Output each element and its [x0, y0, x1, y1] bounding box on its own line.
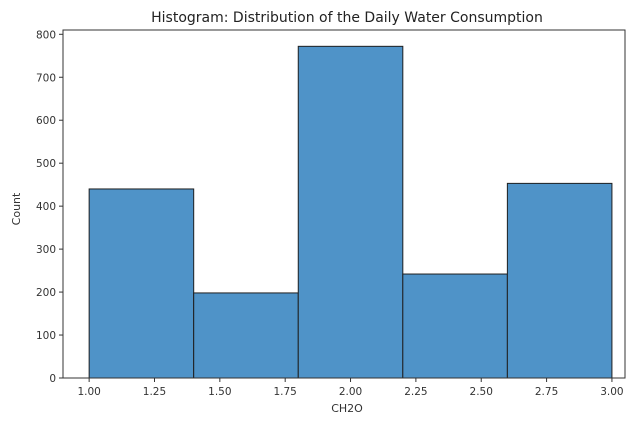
x-tick-label: 1.50	[208, 386, 231, 398]
x-tick-label: 2.75	[535, 386, 558, 398]
histogram-bar-5	[506, 182, 613, 379]
y-tick-label: 400	[36, 201, 56, 213]
y-tick-label: 600	[36, 115, 56, 127]
histogram-bar-3	[297, 45, 404, 379]
histogram-bar-2	[193, 292, 299, 379]
x-tick-label: 1.00	[77, 386, 100, 398]
x-tick-label: 2.25	[404, 386, 427, 398]
x-axis: 1.00 1.25 1.50 1.75 2.00 2.25 2.50 2.75 3.00	[77, 378, 624, 398]
y-tick-label: 0	[49, 373, 56, 385]
y-axis: 0 100 200 300 400 500 600 700 800	[36, 29, 63, 385]
histogram-bar-1	[88, 188, 195, 379]
histogram-bar-4	[402, 273, 508, 379]
y-axis-label: Count	[10, 192, 23, 225]
y-tick-label: 800	[36, 29, 56, 41]
y-tick-label: 500	[36, 158, 56, 170]
x-axis-label: CH2O	[331, 402, 363, 415]
x-tick-label: 2.50	[470, 386, 493, 398]
plot-frame	[62, 29, 626, 379]
bars-group	[88, 45, 613, 379]
y-tick-label: 100	[36, 330, 56, 342]
x-tick-label: 2.00	[339, 386, 362, 398]
y-tick-label: 300	[36, 244, 56, 256]
y-tick-label: 700	[36, 72, 56, 84]
y-tick-label: 200	[36, 287, 56, 299]
x-tick-label: 3.00	[600, 386, 623, 398]
chart-title: Histogram: Distribution of the Daily Wat…	[151, 10, 543, 26]
x-tick-label: 1.25	[143, 386, 166, 398]
x-tick-label: 1.75	[273, 386, 296, 398]
